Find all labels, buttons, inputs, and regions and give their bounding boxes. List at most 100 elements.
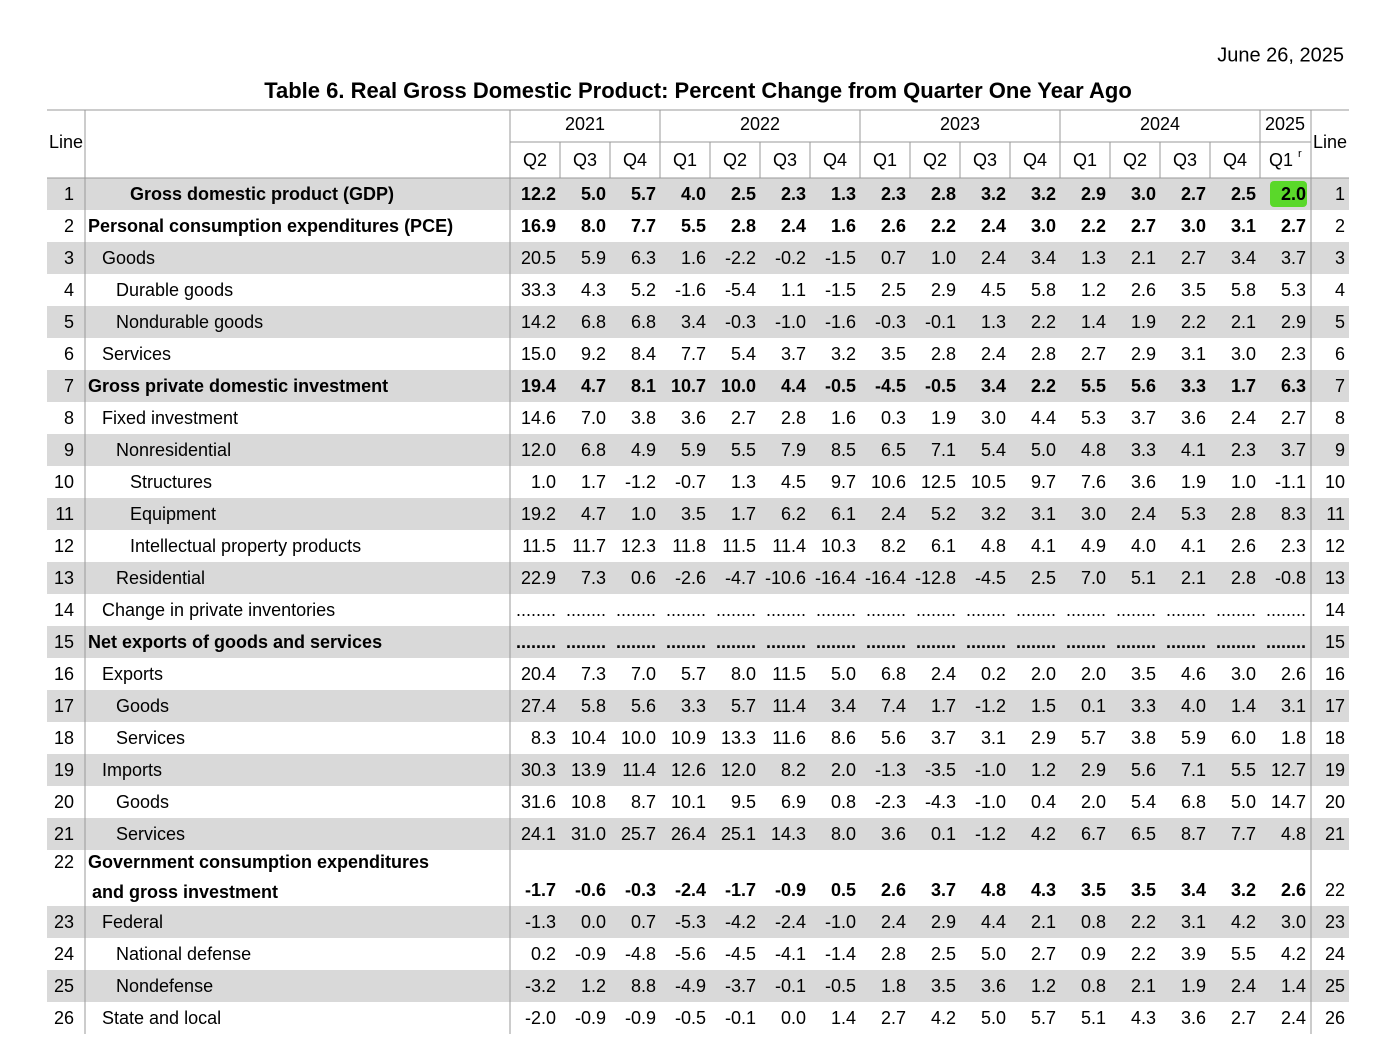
quarter-label: Q2 xyxy=(923,150,947,170)
cell-value: -1.7 xyxy=(525,880,556,900)
line-number: 26 xyxy=(1325,1008,1345,1028)
row-label: Services xyxy=(102,344,171,364)
line-number: 25 xyxy=(1325,976,1345,996)
cell-value: 0.4 xyxy=(1031,792,1056,812)
cell-value: 26.4 xyxy=(671,824,706,844)
row-label: and gross investment xyxy=(92,882,278,902)
cell-value: 6.8 xyxy=(581,440,606,460)
cell-value: 3.7 xyxy=(1281,440,1306,460)
cell-value: -1.1 xyxy=(1275,472,1306,492)
cell-value: 3.6 xyxy=(1181,408,1206,428)
cell-value: 30.3 xyxy=(521,760,556,780)
cell-value: 1.9 xyxy=(1181,472,1206,492)
cell-value: -2.4 xyxy=(775,912,806,932)
row-label: Nondurable goods xyxy=(116,312,263,332)
cell-value: 2.2 xyxy=(1131,912,1156,932)
cell-value: 3.4 xyxy=(681,312,706,332)
cell-value: -1.4 xyxy=(825,944,856,964)
line-number: 13 xyxy=(1325,568,1345,588)
row-label: Residential xyxy=(116,568,205,588)
cell-value: 7.6 xyxy=(1081,472,1106,492)
cell-value: -4.3 xyxy=(925,792,956,812)
cell-value: 33.3 xyxy=(521,280,556,300)
quarter-label: Q1 xyxy=(1269,150,1293,170)
line-number: 26 xyxy=(54,1008,74,1028)
cell-value: -4.5 xyxy=(725,944,756,964)
quarter-label: Q4 xyxy=(823,150,847,170)
cell-value: -0.9 xyxy=(575,1008,606,1028)
cell-value: 11.6 xyxy=(772,728,806,748)
row-shade xyxy=(47,370,1349,402)
cell-value: 6.1 xyxy=(931,536,956,556)
cell-value: 3.1 xyxy=(1031,504,1056,524)
cell-value: -1.0 xyxy=(975,760,1006,780)
cell-value: 2.5 xyxy=(931,944,956,964)
quarter-label: Q3 xyxy=(573,150,597,170)
line-number: 2 xyxy=(64,216,74,236)
cell-value: 0.2 xyxy=(981,664,1006,684)
cell-value: 7.1 xyxy=(931,440,956,460)
cell-value: 2.4 xyxy=(1231,976,1256,996)
cell-value: 2.9 xyxy=(931,912,956,932)
cell-value: 6.5 xyxy=(881,440,906,460)
cell-value: 3.6 xyxy=(681,408,706,428)
cell-value: 1.9 xyxy=(1181,976,1206,996)
cell-value: 4.5 xyxy=(981,280,1006,300)
cell-value: 4.3 xyxy=(1031,880,1056,900)
cell-value: 5.5 xyxy=(1231,760,1256,780)
cell-value: 25.1 xyxy=(721,824,756,844)
cell-value: 3.1 xyxy=(1181,344,1206,364)
cell-value: 4.3 xyxy=(581,280,606,300)
cell-value: -3.2 xyxy=(525,976,556,996)
cell-value: 8.0 xyxy=(581,216,606,236)
cell-value: 3.3 xyxy=(681,696,706,716)
cell-value: 10.6 xyxy=(871,472,906,492)
cell-value: 1.0 xyxy=(531,472,556,492)
line-number: 1 xyxy=(64,184,74,204)
row-label: Structures xyxy=(130,472,212,492)
cell-value: 2.0 xyxy=(1081,792,1106,812)
cell-value: 8.3 xyxy=(531,728,556,748)
cell-value: 4.2 xyxy=(1281,944,1306,964)
line-number: 6 xyxy=(1335,344,1345,364)
cell-value: 3.4 xyxy=(1231,248,1256,268)
cell-value: 7.4 xyxy=(881,696,906,716)
cell-value: ........ xyxy=(966,600,1006,620)
cell-value: -4.5 xyxy=(875,376,906,396)
cell-value: -4.9 xyxy=(675,976,706,996)
cell-value: 11.4 xyxy=(772,696,806,716)
cell-value: 6.9 xyxy=(781,792,806,812)
line-number: 23 xyxy=(1325,912,1345,932)
cell-value: ........ xyxy=(766,632,806,652)
line-number: 9 xyxy=(1335,440,1345,460)
cell-value: 2.1 xyxy=(1231,312,1256,332)
cell-value: 4.7 xyxy=(581,376,606,396)
cell-value: 7.7 xyxy=(1231,824,1256,844)
cell-value: 11.5 xyxy=(722,536,756,556)
cell-value: 2.6 xyxy=(1231,536,1256,556)
cell-value: 5.3 xyxy=(1281,280,1306,300)
cell-value: 5.0 xyxy=(581,184,606,204)
cell-value: -12.8 xyxy=(915,568,956,588)
cell-value: 5.3 xyxy=(1181,504,1206,524)
cell-value: -1.5 xyxy=(825,280,856,300)
cell-value: 2.1 xyxy=(1131,248,1156,268)
cell-value: ........ xyxy=(1116,632,1156,652)
cell-value: ........ xyxy=(666,632,706,652)
row-label: Fixed investment xyxy=(102,408,238,428)
cell-value: 2.7 xyxy=(1031,944,1056,964)
cell-value: 1.3 xyxy=(731,472,756,492)
cell-value: 4.0 xyxy=(1131,536,1156,556)
cell-value: ........ xyxy=(916,632,956,652)
cell-value: 1.6 xyxy=(681,248,706,268)
cell-value: -0.3 xyxy=(725,312,756,332)
cell-value: -4.7 xyxy=(725,568,756,588)
cell-value: ........ xyxy=(566,632,606,652)
line-number: 24 xyxy=(54,944,74,964)
table-title: Table 6. Real Gross Domestic Product: Pe… xyxy=(264,78,1132,103)
cell-value: 2.3 xyxy=(881,184,906,204)
cell-value: 0.7 xyxy=(881,248,906,268)
line-header: Line xyxy=(49,132,83,152)
cell-value: 2.3 xyxy=(1281,536,1306,556)
cell-value: 3.2 xyxy=(1231,880,1256,900)
